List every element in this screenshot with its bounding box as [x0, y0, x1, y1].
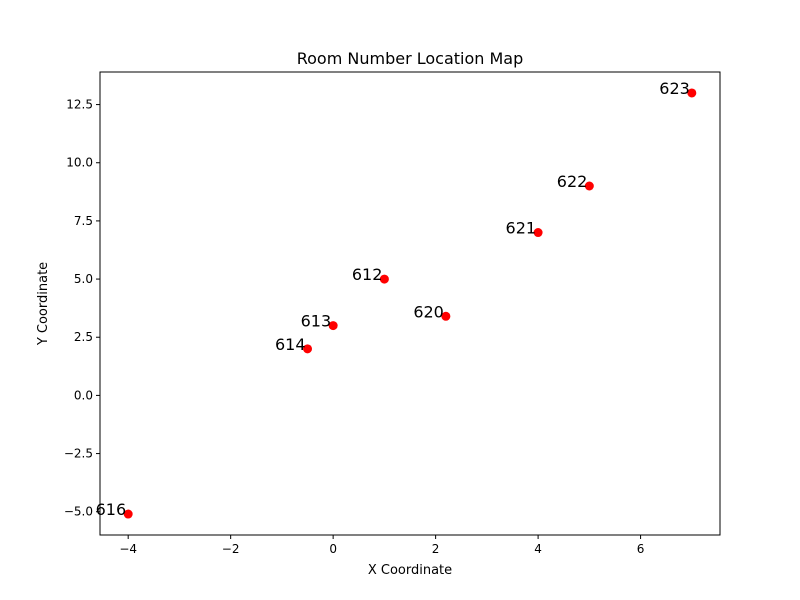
y-tick-label: 2.5 [74, 330, 93, 344]
point-613 [328, 321, 338, 331]
point-623 [687, 88, 697, 98]
point-label-623: 623 [659, 79, 690, 98]
y-tick-label: 0.0 [74, 388, 93, 402]
point-612 [379, 274, 389, 284]
y-axis-label: Y Coordinate [36, 262, 51, 346]
y-axis-ticks: −5.0 −2.5 0.0 2.5 5.0 7.5 10.0 12.5 [64, 98, 100, 519]
chart-title: Room Number Location Map [297, 49, 524, 68]
x-axis-ticks: −4 −2 0 2 4 6 [119, 535, 644, 556]
point-label-613: 613 [301, 312, 332, 331]
point-label-622: 622 [557, 172, 588, 191]
point-label-621: 621 [506, 219, 537, 238]
x-tick-label: 4 [534, 542, 542, 556]
point-label-620: 620 [413, 302, 444, 321]
point-614 [303, 344, 313, 354]
plot-area [99, 71, 721, 536]
point-616 [123, 509, 133, 519]
point-label-616: 616 [96, 500, 127, 519]
point-620 [441, 311, 451, 321]
point-622 [584, 181, 594, 191]
x-tick-label: −4 [119, 542, 137, 556]
x-tick-label: 2 [432, 542, 440, 556]
point-label-614: 614 [275, 335, 306, 354]
y-tick-label: 10.0 [66, 156, 93, 170]
x-tick-label: 0 [329, 542, 337, 556]
y-tick-label: 7.5 [74, 214, 93, 228]
data-points: 612 613 614 616 620 621 622 623 [96, 79, 697, 519]
x-tick-label: 6 [637, 542, 645, 556]
point-621 [533, 228, 543, 238]
y-tick-label: 5.0 [74, 272, 93, 286]
x-tick-label: −2 [222, 542, 240, 556]
y-tick-label: −5.0 [64, 505, 93, 519]
point-label-612: 612 [352, 265, 383, 284]
x-axis-label: X Coordinate [368, 563, 452, 578]
y-tick-label: −2.5 [64, 447, 93, 461]
y-tick-label: 12.5 [66, 98, 93, 112]
